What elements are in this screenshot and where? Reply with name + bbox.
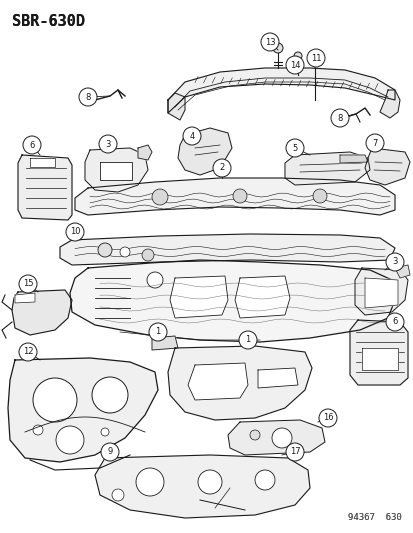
Polygon shape (70, 260, 394, 342)
Circle shape (183, 127, 201, 145)
Circle shape (33, 425, 43, 435)
Circle shape (33, 378, 77, 422)
Polygon shape (364, 148, 409, 185)
Polygon shape (364, 278, 397, 308)
Circle shape (120, 247, 130, 257)
Circle shape (92, 377, 128, 413)
Circle shape (98, 243, 112, 257)
Circle shape (285, 56, 303, 74)
Text: SBR-630D: SBR-630D (12, 14, 85, 29)
Text: 17: 17 (289, 448, 299, 456)
Polygon shape (85, 148, 147, 192)
Circle shape (23, 136, 41, 154)
Circle shape (101, 443, 119, 461)
Polygon shape (95, 455, 309, 518)
Circle shape (271, 428, 291, 448)
Polygon shape (152, 336, 178, 350)
Circle shape (330, 109, 348, 127)
Circle shape (318, 409, 336, 427)
Text: 7: 7 (371, 139, 377, 148)
Text: 1: 1 (155, 327, 160, 336)
Circle shape (233, 189, 247, 203)
Circle shape (99, 135, 117, 153)
Circle shape (365, 134, 383, 152)
Circle shape (249, 430, 259, 440)
Polygon shape (168, 68, 394, 113)
Polygon shape (235, 276, 289, 318)
Polygon shape (354, 268, 407, 315)
Circle shape (306, 49, 324, 67)
Circle shape (112, 489, 124, 501)
Polygon shape (138, 145, 152, 160)
Circle shape (19, 343, 37, 361)
Circle shape (66, 223, 84, 241)
Text: 16: 16 (322, 414, 332, 423)
Circle shape (101, 428, 109, 436)
Text: 8: 8 (85, 93, 90, 101)
Text: 6: 6 (29, 141, 35, 149)
Text: 8: 8 (337, 114, 342, 123)
Polygon shape (8, 358, 158, 462)
Text: 13: 13 (264, 37, 275, 46)
Polygon shape (170, 276, 228, 318)
Polygon shape (379, 90, 399, 118)
Circle shape (312, 189, 326, 203)
Text: 3: 3 (392, 257, 397, 266)
Circle shape (79, 88, 97, 106)
Circle shape (260, 33, 278, 51)
Polygon shape (168, 346, 311, 420)
Circle shape (254, 470, 274, 490)
Polygon shape (228, 420, 324, 455)
Text: 3: 3 (105, 140, 110, 149)
Polygon shape (339, 155, 367, 163)
Polygon shape (284, 152, 369, 185)
Circle shape (385, 253, 403, 271)
Polygon shape (349, 320, 407, 385)
Text: 6: 6 (392, 318, 397, 327)
Text: 9: 9 (107, 448, 112, 456)
Polygon shape (188, 363, 247, 400)
Polygon shape (257, 368, 297, 388)
Polygon shape (60, 234, 394, 265)
Text: 12: 12 (23, 348, 33, 357)
Text: 4: 4 (189, 132, 194, 141)
Circle shape (147, 272, 163, 288)
Circle shape (56, 426, 84, 454)
Polygon shape (75, 178, 394, 215)
Polygon shape (168, 93, 185, 120)
Polygon shape (18, 155, 72, 220)
Circle shape (152, 189, 168, 205)
Circle shape (212, 159, 230, 177)
Circle shape (385, 313, 403, 331)
Circle shape (285, 443, 303, 461)
Polygon shape (12, 290, 72, 335)
Text: SBR-630D: SBR-630D (12, 14, 85, 29)
Text: 11: 11 (310, 53, 320, 62)
Polygon shape (394, 265, 409, 278)
Circle shape (238, 331, 256, 349)
Text: 10: 10 (69, 228, 80, 237)
Text: 94367  630: 94367 630 (347, 513, 401, 522)
Text: 5: 5 (292, 143, 297, 152)
Circle shape (272, 43, 282, 53)
Text: 1: 1 (245, 335, 250, 344)
Polygon shape (178, 128, 231, 175)
Polygon shape (15, 293, 35, 303)
Polygon shape (30, 158, 55, 167)
Circle shape (197, 470, 221, 494)
Circle shape (19, 275, 37, 293)
Circle shape (293, 52, 301, 60)
Circle shape (285, 139, 303, 157)
Text: 2: 2 (219, 164, 224, 173)
Polygon shape (100, 162, 132, 180)
Text: 15: 15 (23, 279, 33, 288)
Polygon shape (361, 348, 397, 370)
Circle shape (136, 468, 164, 496)
Circle shape (142, 249, 154, 261)
Text: 14: 14 (289, 61, 299, 69)
Text: 94367  630: 94367 630 (347, 513, 401, 522)
Circle shape (149, 323, 166, 341)
